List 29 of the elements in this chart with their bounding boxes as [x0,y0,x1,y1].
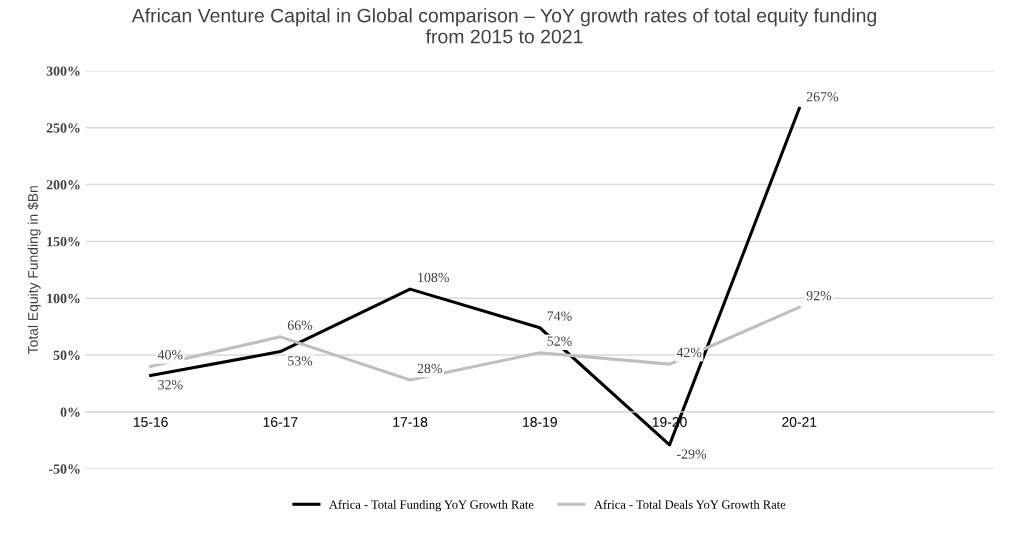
y-tick-label: 300% [46,66,80,76]
legend-label: Africa - Total Funding YoY Growth Rate [329,499,534,512]
data-label: -29% [677,449,707,459]
legend-label: Africa - Total Deals YoY Growth Rate [594,499,786,509]
data-label: 52% [547,336,572,346]
chart-title: African Venture Capital in Global comparison – YoY growth rates of total equity funding from 2015 to 2021 [131,8,877,44]
x-tick-label: 18-19 [523,417,557,427]
y-axis-title: Total Equity Funding in $Bn [27,186,41,354]
y-tick-label: 50% [53,350,80,361]
data-label: 28% [417,363,443,374]
x-tick-label: 15-16 [133,417,168,427]
data-label: 42% [676,347,702,358]
y-tick-label: 150% [47,236,80,247]
y-tick-label: 0% [60,407,80,417]
x-tick-label: 20-21 [782,417,817,427]
data-label: 40% [157,350,183,360]
y-tick-label: 250% [46,123,80,133]
data-label: 32% [158,380,183,390]
data-label: 267% [806,92,839,102]
y-tick-label: 200% [46,180,80,190]
y-tick-label: -50% [49,464,80,474]
x-tick-label: 17-18 [393,417,428,427]
data-label: 92% [806,290,832,301]
y-tick-label: 100% [47,293,80,304]
x-tick-label: 16-17 [263,417,298,427]
data-label: 74% [547,311,572,321]
data-label: 53% [288,356,313,366]
data-label: 108% [418,272,449,283]
data-label: 66% [287,320,313,330]
